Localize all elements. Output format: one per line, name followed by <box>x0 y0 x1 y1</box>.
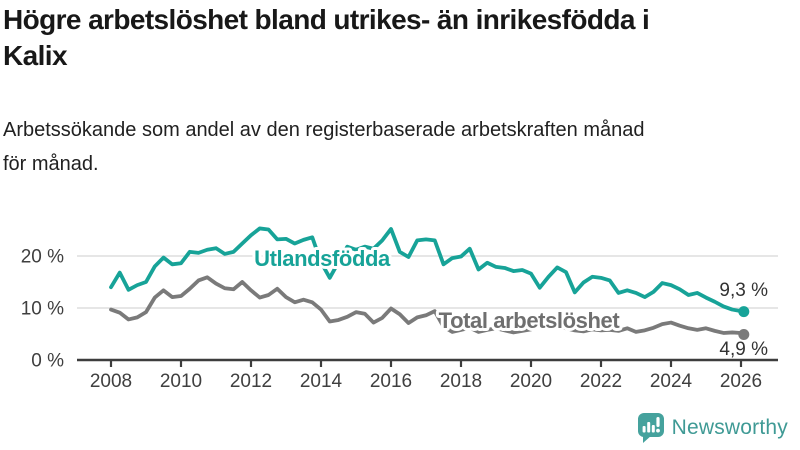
x-tick-label: 2008 <box>90 371 132 392</box>
x-tick-label: 2010 <box>160 371 202 392</box>
y-tick-label: 20 % <box>21 247 64 268</box>
series-end-dot <box>738 306 750 318</box>
series-line-utlandsf-dda <box>109 226 746 314</box>
x-tick-label: 2024 <box>650 371 693 392</box>
x-tick-label: 2018 <box>440 371 482 392</box>
newsworthy-bar-chart-bubble-icon <box>637 413 664 443</box>
newsworthy-wordmark: Newsworthy <box>671 415 788 439</box>
end-value-label-utlandsfodda: 9,3 % <box>719 280 768 301</box>
chart-title: Högre arbetslöshet bland utrikes- än inr… <box>3 4 650 71</box>
x-tick-label: 2014 <box>300 371 343 392</box>
x-tick-label: 2012 <box>230 371 272 392</box>
x-tick-label: 2026 <box>720 371 762 392</box>
y-tick-label: 0 % <box>31 351 64 372</box>
end-value-label-total: 4,9 % <box>719 339 768 360</box>
x-axis-ticks <box>109 360 743 367</box>
series-line-total-arbetsl-shet <box>109 275 746 337</box>
series-end-dots <box>738 306 750 341</box>
x-tick-label: 2016 <box>370 371 412 392</box>
y-axis-labels: 0 % 10 % 20 % <box>21 247 64 372</box>
x-axis-labels: 2008 2010 2012 2014 2016 2018 2020 2022 2024 2026 <box>90 371 762 392</box>
x-tick-label: 2020 <box>510 371 552 392</box>
series-label-total-arbetsloshet: Total arbetslöshet <box>439 308 621 333</box>
series-label-utlandsfodda: Utlandsfödda <box>254 246 391 271</box>
gridlines <box>77 255 778 309</box>
newsworthy-logo: Newsworthy <box>637 412 788 443</box>
x-tick-label: 2022 <box>580 371 622 392</box>
series-end-dot <box>738 329 750 341</box>
chart-subtitle: Arbetssökande som andel av den registerb… <box>3 119 645 175</box>
y-tick-label: 10 % <box>21 299 64 320</box>
series-lines <box>109 226 746 337</box>
